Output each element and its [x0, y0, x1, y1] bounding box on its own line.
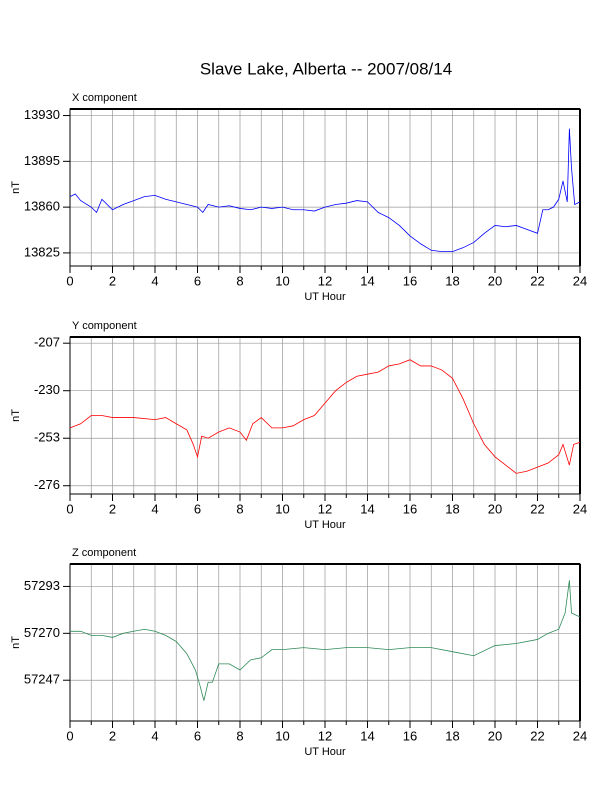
x-tick-label: 0 [66, 501, 73, 516]
x-tick-label: 6 [194, 728, 201, 743]
y-tick-label: 13895 [24, 153, 60, 168]
x-tick-label: 10 [275, 501, 289, 516]
y-tick-label: -207 [34, 335, 60, 350]
y-axis-label: nT [10, 636, 22, 649]
data-line [69, 359, 581, 474]
y-tick-label: 13930 [24, 107, 60, 122]
x-tick-label: 20 [488, 501, 502, 516]
y-tick-label: 57293 [24, 578, 60, 593]
x-tick-label: 16 [403, 728, 417, 743]
x-tick-label: 12 [318, 501, 332, 516]
x-tick-label: 24 [573, 501, 587, 516]
x-tick-label: 12 [318, 728, 332, 743]
y-tick-label: -230 [34, 382, 60, 397]
y-axis-label: nT [10, 409, 22, 422]
x-tick-label: 20 [488, 273, 502, 288]
x-axis-label: UT Hour [304, 291, 346, 303]
x-tick-label: 0 [66, 273, 73, 288]
x-tick-label: 22 [530, 273, 544, 288]
x-tick-label: 14 [360, 728, 374, 743]
x-tick-label: 16 [403, 501, 417, 516]
x-tick-label: 4 [151, 728, 158, 743]
x-tick-label: 2 [109, 501, 116, 516]
data-line [70, 580, 581, 701]
y-tick-label: 57270 [24, 625, 60, 640]
x-tick-label: 10 [275, 728, 289, 743]
data-line [69, 128, 581, 253]
panel-label: X component [72, 92, 137, 104]
x-tick-label: 18 [445, 501, 459, 516]
x-tick-label: 8 [236, 273, 243, 288]
x-tick-label: 18 [445, 728, 459, 743]
x-tick-label: 14 [360, 273, 374, 288]
x-tick-label: 8 [236, 728, 243, 743]
x-tick-label: 16 [403, 273, 417, 288]
x-tick-label: 2 [109, 273, 116, 288]
x-tick-label: 24 [573, 273, 587, 288]
x-tick-label: 6 [194, 501, 201, 516]
y-tick-label: 13825 [24, 244, 60, 259]
x-tick-label: 8 [236, 501, 243, 516]
y-axis-label: nT [10, 181, 22, 194]
y-tick-label: 57247 [24, 672, 60, 687]
x-tick-label: 24 [573, 728, 587, 743]
x-tick-label: 12 [318, 273, 332, 288]
panel-label: Z component [72, 547, 136, 559]
x-tick-label: 20 [488, 728, 502, 743]
x-tick-label: 0 [66, 728, 73, 743]
x-tick-label: 10 [275, 273, 289, 288]
y-tick-label: -253 [34, 430, 60, 445]
x-tick-label: 22 [530, 501, 544, 516]
x-axis-label: UT Hour [304, 519, 346, 531]
x-tick-label: 4 [151, 501, 158, 516]
y-tick-label: -276 [34, 477, 60, 492]
panel-label: Y component [72, 320, 137, 332]
x-axis-label: UT Hour [304, 746, 346, 758]
figure-title: Slave Lake, Alberta -- 2007/08/14 [200, 59, 452, 78]
x-tick-label: 18 [445, 273, 459, 288]
x-tick-label: 4 [151, 273, 158, 288]
x-tick-label: 14 [360, 501, 374, 516]
x-tick-label: 2 [109, 728, 116, 743]
x-tick-label: 22 [530, 728, 544, 743]
x-tick-label: 6 [194, 273, 201, 288]
y-tick-label: 13860 [24, 199, 60, 214]
